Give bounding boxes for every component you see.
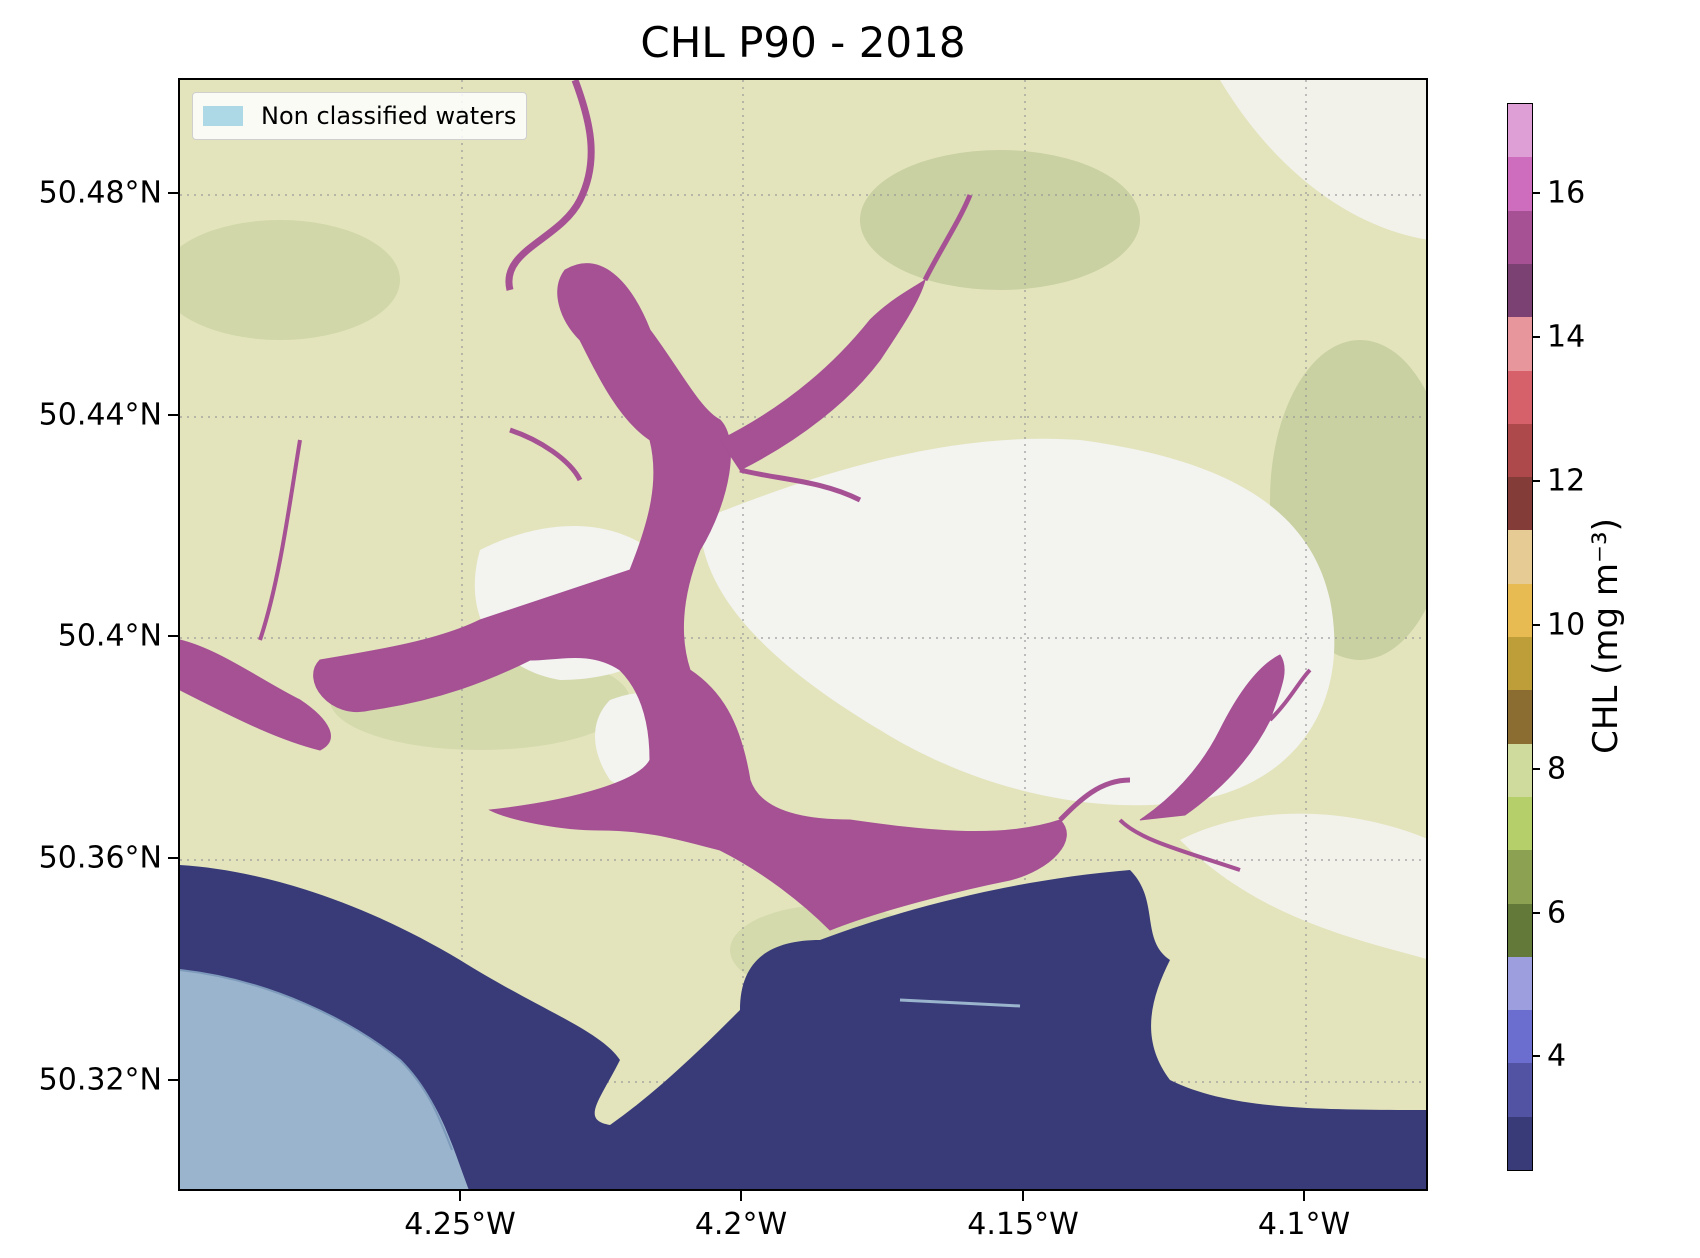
colorbar-segment	[1508, 583, 1532, 637]
colorbar-tick	[1532, 480, 1540, 482]
lon-label: 4.2°W	[694, 1207, 788, 1242]
colorbar-tick-label: 16	[1547, 175, 1586, 211]
colorbar-segment	[1508, 476, 1532, 531]
colorbar-tick-label: 8	[1547, 751, 1567, 787]
lat-label: 50.36°N	[38, 840, 162, 876]
colorbar-tick	[1532, 768, 1540, 770]
colorbar-segment	[1508, 1009, 1532, 1064]
colorbar-title: CHL (mg m⁻³)	[1586, 518, 1626, 754]
colorbar-segment	[1508, 210, 1532, 264]
lon-label: 4.1°W	[1257, 1207, 1351, 1242]
colorbar-tick-label: 10	[1547, 607, 1586, 643]
lon-tick	[1022, 1191, 1024, 1201]
colorbar-segment	[1508, 263, 1532, 318]
lat-label: 50.44°N	[38, 397, 162, 433]
colorbar-segment	[1508, 369, 1532, 424]
colorbar-tick	[1532, 1055, 1540, 1057]
lon-label: 4.25°W	[404, 1207, 516, 1242]
colorbar-segment	[1508, 636, 1532, 691]
colorbar-segment	[1508, 1062, 1532, 1117]
colorbar-tick-label: 12	[1547, 463, 1586, 499]
upland-area	[1180, 813, 1426, 959]
terrain-shade	[180, 220, 400, 340]
colorbar-segment	[1508, 529, 1532, 584]
colorbar-segment	[1508, 316, 1532, 371]
colorbar-segment	[1508, 849, 1532, 904]
map-legend: Non classified waters	[192, 92, 528, 140]
upland-area	[700, 438, 1335, 806]
terrain-shade	[860, 150, 1140, 290]
colorbar-segment	[1508, 956, 1532, 1011]
lon-tick	[740, 1191, 742, 1201]
colorbar-segment	[1508, 902, 1532, 957]
lat-tick	[168, 414, 178, 416]
legend-swatch	[203, 106, 243, 126]
map-plot-area	[178, 78, 1428, 1191]
colorbar-tick-label: 4	[1547, 1038, 1567, 1074]
colorbar-tick-label: 6	[1547, 895, 1567, 931]
non-classified-edge	[180, 969, 453, 1151]
colorbar-segment	[1508, 743, 1532, 797]
non-classified-water	[180, 970, 469, 1189]
colorbar-tick	[1532, 336, 1540, 338]
colorbar-tick	[1532, 912, 1540, 914]
colorbar	[1507, 103, 1533, 1171]
estuary-water	[180, 80, 1312, 931]
colorbar-segment	[1508, 104, 1532, 158]
lat-label: 50.4°N	[57, 618, 162, 654]
lat-label: 50.32°N	[38, 1062, 162, 1098]
upland-area	[1220, 80, 1426, 240]
colorbar-tick	[1532, 192, 1540, 194]
colorbar-tick-label: 14	[1547, 319, 1586, 355]
map-svg	[180, 80, 1426, 1189]
lat-tick	[168, 857, 178, 859]
lat-tick	[168, 1079, 178, 1081]
non-classified-streak	[899, 998, 1021, 1008]
lon-tick	[459, 1191, 461, 1201]
chart-title: CHL P90 - 2018	[640, 18, 966, 67]
colorbar-segment	[1508, 796, 1532, 851]
lat-label: 50.48°N	[38, 175, 162, 211]
colorbar-segment	[1508, 156, 1532, 211]
colorbar-tick	[1532, 624, 1540, 626]
legend-label: Non classified waters	[261, 102, 517, 130]
colorbar-segment	[1508, 1116, 1532, 1170]
sea-water	[180, 865, 1426, 1189]
lon-tick	[1303, 1191, 1305, 1201]
colorbar-segment	[1508, 689, 1532, 744]
lat-tick	[168, 635, 178, 637]
colorbar-segment	[1508, 423, 1532, 478]
lon-label: 4.15°W	[967, 1207, 1079, 1242]
lat-tick	[168, 192, 178, 194]
